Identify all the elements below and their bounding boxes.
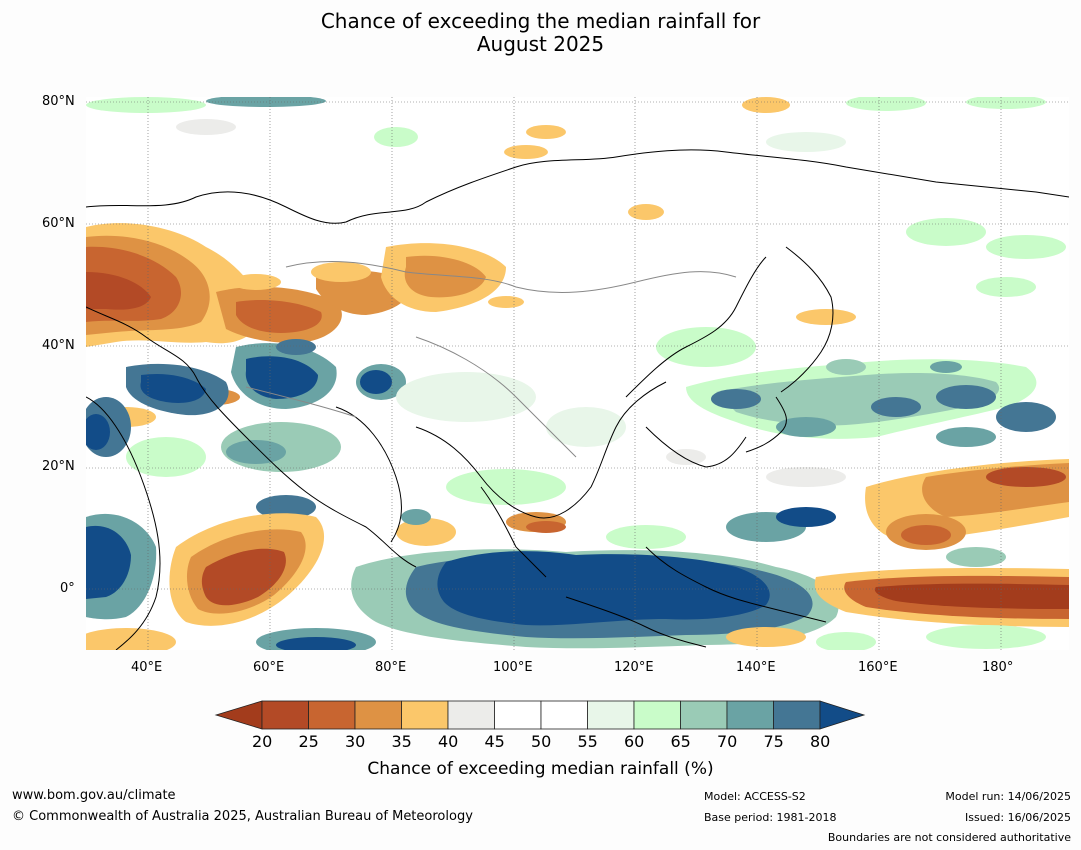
lat-label-0: 0°: [60, 581, 75, 596]
colorbar-segment: [447, 700, 495, 730]
footer-url: www.bom.gov.au/climate: [12, 788, 176, 803]
title-line-2: August 2025: [476, 32, 605, 56]
lon-label-120e: 120°E: [614, 660, 654, 675]
footer-issued: Issued: 16/06/2025: [964, 811, 1071, 824]
colorbar-segment: [680, 700, 728, 730]
footer-disclaimer: Boundaries are not considered authoritat…: [827, 831, 1071, 844]
lon-label-100e: 100°E: [493, 660, 533, 675]
colorbar-tick-label: 20: [252, 732, 273, 751]
footer-model: Model: ACCESS-S2: [704, 790, 806, 803]
colorbar-tick-label: 55: [577, 732, 598, 751]
colorbar-tick-label: 75: [763, 732, 784, 751]
footer-model-run: Model run: 14/06/2025: [945, 790, 1071, 803]
colorbar-tick-label: 65: [670, 732, 691, 751]
colorbar-tick-label: 50: [531, 732, 552, 751]
colorbar-tick-label: 30: [345, 732, 366, 751]
title-line-1: Chance of exceeding the median rainfall …: [320, 9, 761, 33]
colorbar-tick-label: 40: [438, 732, 459, 751]
colorbar-tick-label: 35: [391, 732, 412, 751]
colorbar-segment: [540, 700, 588, 730]
colorbar-tick-label: 80: [810, 732, 831, 751]
colorbar-segment: [494, 700, 542, 730]
colorbar-tick-label: 45: [484, 732, 505, 751]
colorbar-arrow-high: [819, 700, 866, 730]
colorbar-arrow-low: [214, 700, 263, 730]
colorbar-tick-label: 70: [717, 732, 738, 751]
lat-label-40n: 40°N: [42, 338, 75, 353]
colorbar-segment: [261, 700, 309, 730]
colorbar-tick-label: 60: [624, 732, 645, 751]
rainfall-map: [86, 97, 1069, 650]
country-boundaries: [245, 261, 737, 458]
gridlines: [86, 97, 1069, 650]
lon-label-80e: 80°E: [375, 660, 407, 675]
colorbar-segment: [587, 700, 635, 730]
lon-label-40e: 40°E: [131, 660, 163, 675]
colorbar-label: Chance of exceeding median rainfall (%): [367, 759, 714, 779]
colorbar: [214, 700, 866, 730]
footer-copyright: © Commonwealth of Australia 2025, Austra…: [12, 809, 473, 824]
colorbar-segment: [726, 700, 774, 730]
map-title: Chance of exceeding the median rainfall …: [0, 10, 1081, 56]
colorbar-segment: [401, 700, 449, 730]
colorbar-segment: [354, 700, 402, 730]
lat-label-80n: 80°N: [42, 94, 75, 109]
lon-label-60e: 60°E: [253, 660, 285, 675]
lon-label-140e: 140°E: [736, 660, 776, 675]
coastlines: [86, 149, 1069, 650]
rainfall-patches: [86, 97, 1069, 650]
lon-label-180: 180°: [982, 660, 1014, 675]
lat-label-20n: 20°N: [42, 459, 75, 474]
lon-label-160e: 160°E: [858, 660, 898, 675]
colorbar-segments: [214, 700, 866, 730]
colorbar-segment: [633, 700, 681, 730]
colorbar-tick-label: 25: [298, 732, 319, 751]
colorbar-segment: [308, 700, 356, 730]
colorbar-segment: [773, 700, 821, 730]
footer-base-period: Base period: 1981-2018: [704, 811, 837, 824]
lat-label-60n: 60°N: [42, 216, 75, 231]
